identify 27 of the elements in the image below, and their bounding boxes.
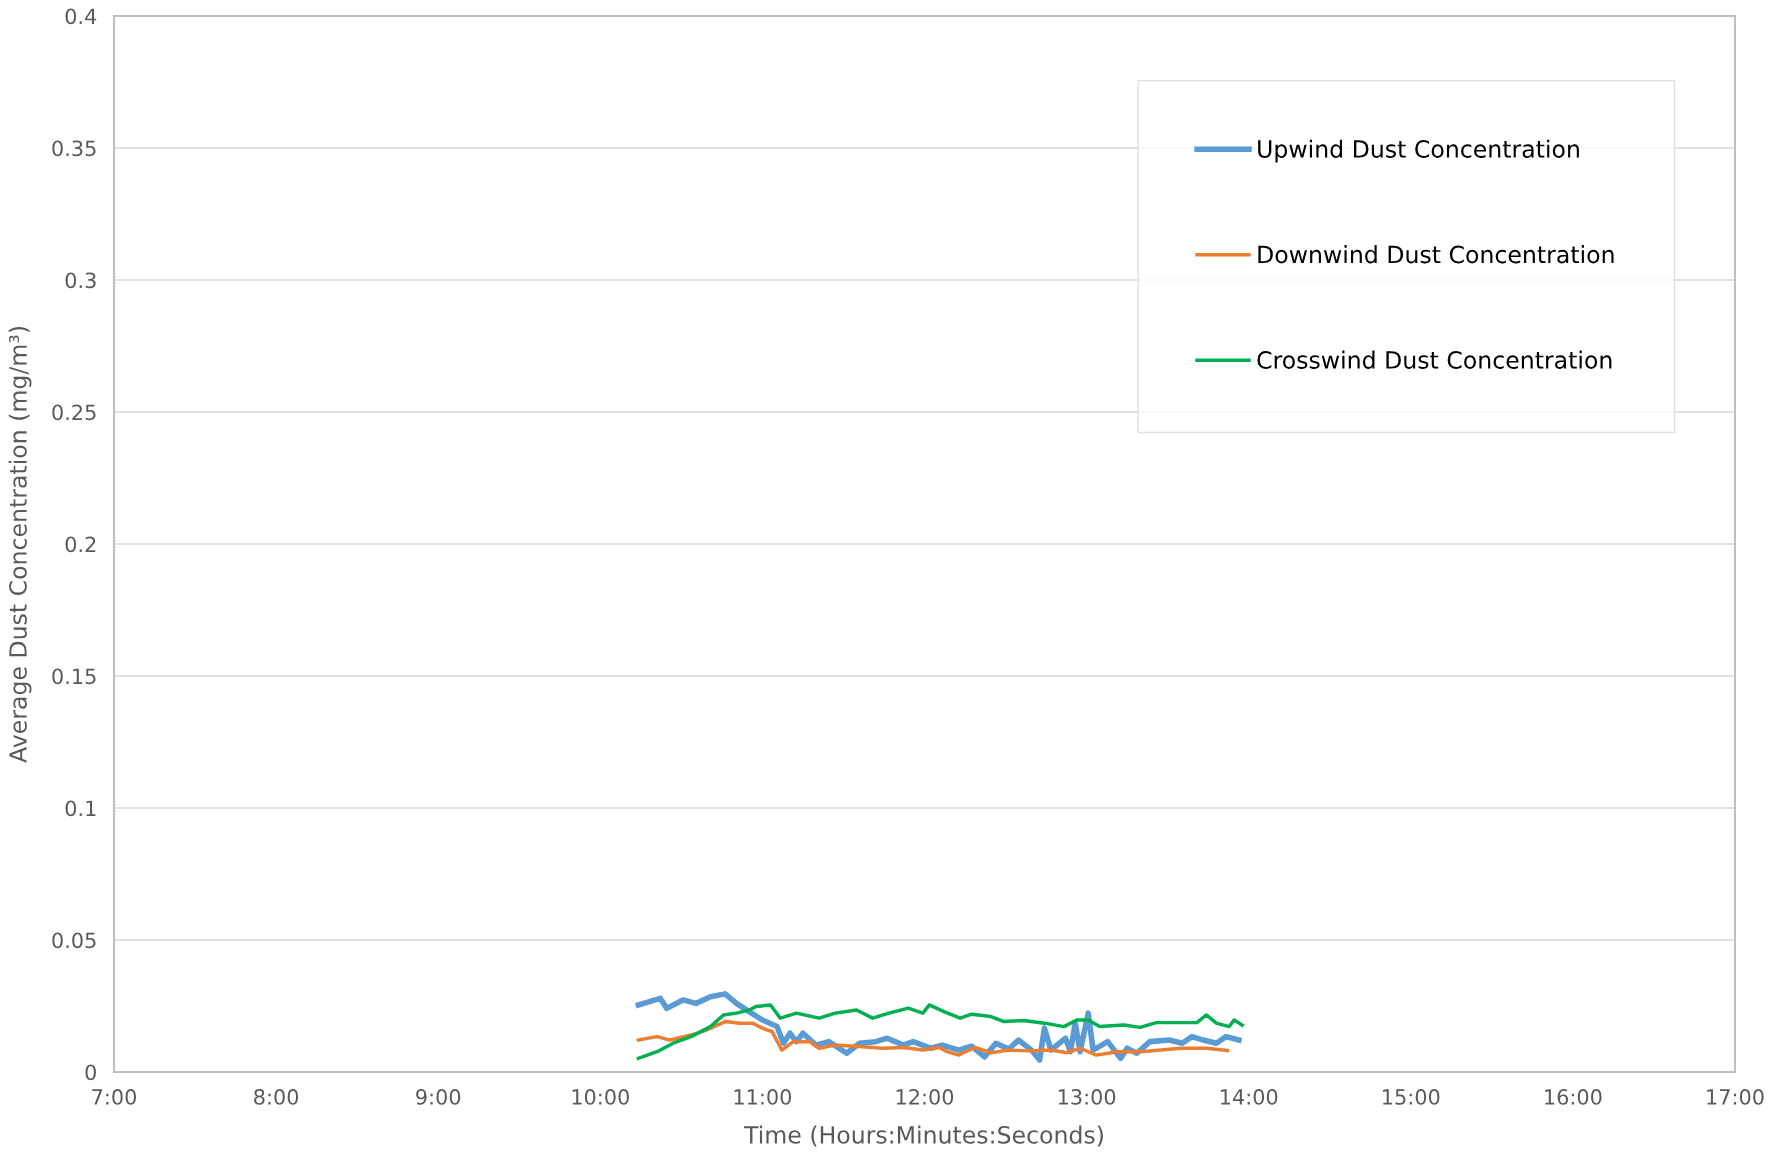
y-tick-label: 0.4 [65, 8, 97, 25]
line-series [636, 1003, 1244, 1061]
y-tick-label: 0.3 [65, 272, 96, 289]
legend-label: Downwind Dust Concentration [1258, 245, 1614, 264]
y-tick-label: 0.15 [52, 668, 96, 685]
x-tick-label: 7:00 [92, 1089, 137, 1105]
x-tick-label: 9:00 [416, 1089, 461, 1105]
x-tick-label: 17:00 [1707, 1089, 1764, 1105]
x-axis-title: Time (Hours:Minutes:Seconds) [743, 1125, 1103, 1147]
x-tick-label: 13:00 [1058, 1089, 1116, 1105]
x-tick-label: 14:00 [1220, 1089, 1278, 1105]
legend-label: Crosswind Dust Concentration [1257, 350, 1612, 369]
y-axis-title: Average Dust Concentration (mg/m³) [8, 327, 32, 763]
y-tick-label: 0 [85, 1064, 96, 1081]
y-tick-label: 0.2 [65, 536, 96, 553]
x-tick-label: 15:00 [1383, 1089, 1440, 1105]
line-series [636, 1019, 1230, 1057]
y-tick-label: 0.05 [52, 932, 96, 949]
x-tick-label: 8:00 [254, 1089, 299, 1105]
x-tick-label: 12:00 [896, 1089, 954, 1105]
y-tick-label: 0.25 [52, 404, 96, 421]
y-tick-label: 0.35 [52, 140, 96, 157]
x-tick-label: 11:00 [734, 1089, 792, 1105]
legend-label: Upwind Dust Concentration [1258, 139, 1579, 163]
y-tick-label: 0.1 [65, 800, 96, 817]
x-tick-label: 16:00 [1545, 1089, 1602, 1105]
x-tick-label: 10:00 [572, 1089, 629, 1105]
